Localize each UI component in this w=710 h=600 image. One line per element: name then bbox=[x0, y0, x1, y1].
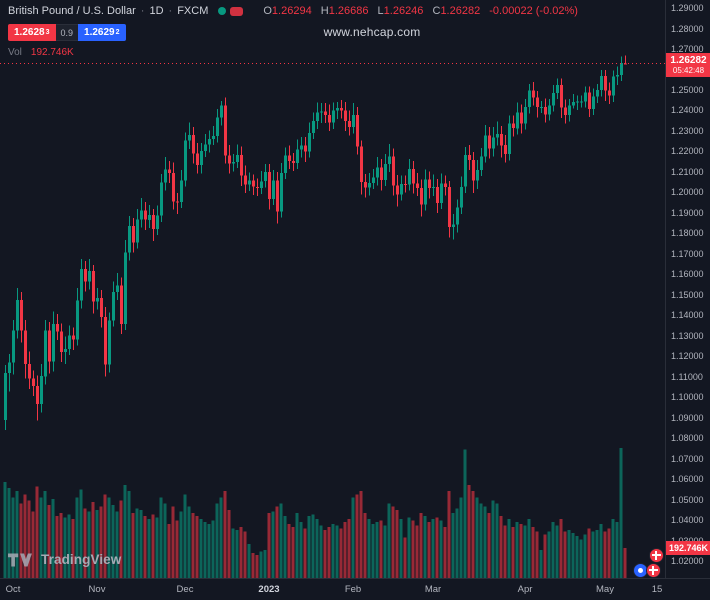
price-axis-label: 1.18000 bbox=[671, 228, 704, 239]
tradingview-logo-icon bbox=[8, 553, 32, 566]
price-axis-label: 1.17000 bbox=[671, 248, 704, 259]
volume-value: 192.746K bbox=[30, 47, 74, 58]
volume-indicator-row: Vol 192.746K bbox=[8, 47, 578, 58]
current-price-label: 1.26282 05:42:48 bbox=[666, 53, 710, 77]
buy-button[interactable]: 1.2629 2 bbox=[78, 24, 126, 41]
close-value: 1.26282 bbox=[440, 5, 481, 17]
price-axis-label: 1.06000 bbox=[671, 474, 704, 484]
price-axis-label: 1.24000 bbox=[671, 105, 704, 116]
price-axis-label: 1.19000 bbox=[671, 207, 704, 218]
exchange-label: FXCM bbox=[177, 5, 209, 17]
market-status-icon[interactable] bbox=[218, 7, 227, 15]
symbol-title[interactable]: British Pound / U.S. Dollar bbox=[8, 5, 136, 17]
price-axis-label: 1.14000 bbox=[671, 310, 704, 321]
low-label: L bbox=[377, 5, 384, 17]
buy-sell-widget: 1.2628 3 0.9 1.2629 2 bbox=[8, 24, 578, 41]
time-axis-label: Apr bbox=[517, 584, 533, 595]
price-axis-label: 1.13000 bbox=[671, 330, 704, 341]
price-axis-label: 1.28000 bbox=[671, 23, 704, 34]
price-axis[interactable]: 1.02000 1.03000 1.04000 1.05000 1.06000 1.070… bbox=[665, 0, 710, 578]
price-axis-label: 1.07000 bbox=[671, 453, 704, 464]
time-axis-label: Oct bbox=[5, 584, 21, 595]
time-axis[interactable]: Oct Nov Dec 2023 Feb Mar Apr May 15 bbox=[0, 578, 710, 600]
bar-countdown: 05:42:48 bbox=[672, 66, 705, 75]
spread-label: 0.9 bbox=[55, 24, 79, 41]
high-value: 1.26686 bbox=[328, 5, 369, 17]
time-axis-label: 2023 bbox=[258, 584, 280, 595]
price-axis-label: 1.02000 bbox=[671, 556, 704, 566]
price-axis-label: 1.16000 bbox=[671, 269, 704, 280]
time-axis-label: Nov bbox=[88, 584, 106, 595]
legend-separator: · bbox=[140, 5, 145, 17]
current-volume-label: 192.746K bbox=[666, 541, 710, 555]
open-value: 1.26294 bbox=[271, 5, 312, 17]
open-label: O bbox=[263, 5, 272, 17]
price-axis-label: 1.05000 bbox=[671, 494, 704, 505]
price-axis-label: 1.22000 bbox=[671, 146, 704, 157]
price-axis-label: 1.20000 bbox=[671, 187, 704, 198]
time-axis-label: May bbox=[596, 584, 614, 595]
candlestick-chart[interactable] bbox=[0, 0, 665, 578]
time-axis-label: Feb bbox=[344, 584, 362, 595]
price-axis-label: 1.25000 bbox=[671, 84, 704, 95]
tradingview-logo[interactable]: TradingView bbox=[8, 552, 121, 567]
high-label: H bbox=[320, 5, 329, 17]
chart-legend: British Pound / U.S. Dollar · 1D · FXCM … bbox=[8, 5, 578, 58]
price-axis-label: 1.10000 bbox=[671, 392, 704, 403]
legend-separator: · bbox=[168, 5, 173, 17]
time-axis-label: 15 bbox=[651, 584, 663, 595]
data-feed-icon[interactable] bbox=[230, 6, 244, 16]
price-axis-label: 1.21000 bbox=[671, 166, 704, 177]
price-axis-label: 1.08000 bbox=[671, 433, 704, 444]
price-axis-label: 1.12000 bbox=[671, 351, 704, 362]
low-value: 1.26246 bbox=[383, 5, 424, 17]
watermark-text: www.nehcap.com bbox=[323, 25, 421, 39]
price-axis-label: 1.27000 bbox=[671, 44, 704, 54]
price-axis-label: 1.03000 bbox=[671, 536, 704, 546]
ohlc-values: O1.26294 H1.26686 L1.26246 C1.26282 -0.0… bbox=[257, 5, 578, 17]
current-price-value: 1.26282 bbox=[670, 55, 707, 66]
volume-label[interactable]: Vol bbox=[8, 47, 22, 58]
price-axis-label: 1.15000 bbox=[671, 289, 704, 300]
price-axis-label: 1.29000 bbox=[671, 3, 704, 13]
tradingview-logo-text: TradingView bbox=[41, 552, 122, 567]
price-axis-label: 1.09000 bbox=[671, 412, 704, 423]
event-badge-red-2[interactable] bbox=[646, 563, 661, 578]
sell-button[interactable]: 1.2628 3 bbox=[8, 24, 56, 41]
interval-label[interactable]: 1D bbox=[149, 5, 164, 17]
change-value: -0.00022 (-0.02%) bbox=[489, 5, 578, 17]
price-axis-label: 1.23000 bbox=[671, 125, 704, 136]
close-label: C bbox=[432, 5, 441, 17]
price-axis-label: 1.04000 bbox=[671, 515, 704, 525]
price-axis-label: 1.11000 bbox=[671, 371, 703, 382]
symbol-legend-row: British Pound / U.S. Dollar · 1D · FXCM … bbox=[8, 5, 578, 17]
time-axis-label: Dec bbox=[176, 584, 194, 595]
event-badge-red[interactable] bbox=[649, 548, 664, 563]
time-axis-label: Mar bbox=[424, 584, 442, 595]
